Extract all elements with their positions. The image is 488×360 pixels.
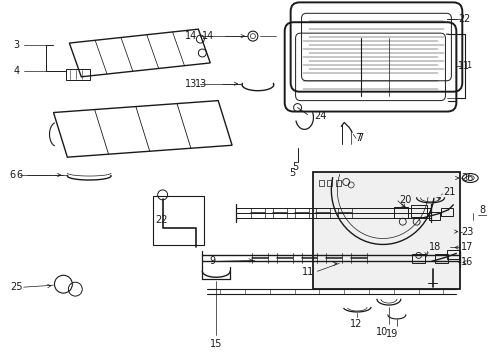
Text: 3: 3 bbox=[14, 40, 20, 50]
Text: 12: 12 bbox=[349, 319, 362, 329]
Text: 5: 5 bbox=[289, 168, 295, 178]
Text: 8: 8 bbox=[478, 205, 484, 215]
Text: 19: 19 bbox=[385, 329, 397, 339]
Text: 9: 9 bbox=[209, 256, 215, 266]
Bar bbox=[410, 205, 426, 217]
Bar bbox=[427, 212, 440, 220]
Text: 16: 16 bbox=[460, 257, 472, 267]
Text: 1: 1 bbox=[457, 61, 464, 71]
Text: 13: 13 bbox=[195, 79, 207, 89]
Text: 7: 7 bbox=[354, 133, 361, 143]
Text: 15: 15 bbox=[210, 339, 222, 349]
Text: 23: 23 bbox=[460, 226, 473, 237]
Bar bbox=[434, 255, 447, 264]
Bar bbox=[319, 180, 324, 186]
Text: 7: 7 bbox=[356, 133, 363, 143]
Text: 1: 1 bbox=[466, 62, 470, 71]
Text: 2: 2 bbox=[457, 14, 464, 24]
Bar bbox=[411, 255, 424, 264]
Text: 4: 4 bbox=[14, 66, 20, 76]
Bar bbox=[152, 196, 204, 246]
Text: 6: 6 bbox=[10, 170, 16, 180]
Text: 1: 1 bbox=[462, 61, 468, 71]
Text: 6: 6 bbox=[17, 170, 23, 180]
Bar bbox=[66, 69, 90, 80]
Text: 25: 25 bbox=[10, 282, 22, 292]
Bar bbox=[313, 172, 459, 289]
Text: 24: 24 bbox=[314, 112, 326, 121]
Bar bbox=[441, 208, 452, 216]
Text: 2: 2 bbox=[462, 14, 468, 24]
Text: 10: 10 bbox=[375, 327, 387, 337]
Bar bbox=[326, 180, 332, 186]
Text: 13: 13 bbox=[185, 79, 197, 89]
Text: 14: 14 bbox=[202, 31, 214, 41]
Bar bbox=[393, 207, 407, 218]
Bar bbox=[447, 251, 458, 260]
Text: 22: 22 bbox=[155, 215, 168, 225]
Text: 21: 21 bbox=[443, 187, 455, 197]
Text: 26: 26 bbox=[460, 173, 473, 183]
Bar bbox=[336, 180, 341, 186]
Text: 18: 18 bbox=[427, 243, 440, 252]
Text: 14: 14 bbox=[185, 31, 197, 41]
Text: 11: 11 bbox=[302, 267, 314, 277]
Text: 20: 20 bbox=[398, 195, 410, 205]
Text: 17: 17 bbox=[460, 243, 473, 252]
Text: 5: 5 bbox=[292, 162, 298, 172]
